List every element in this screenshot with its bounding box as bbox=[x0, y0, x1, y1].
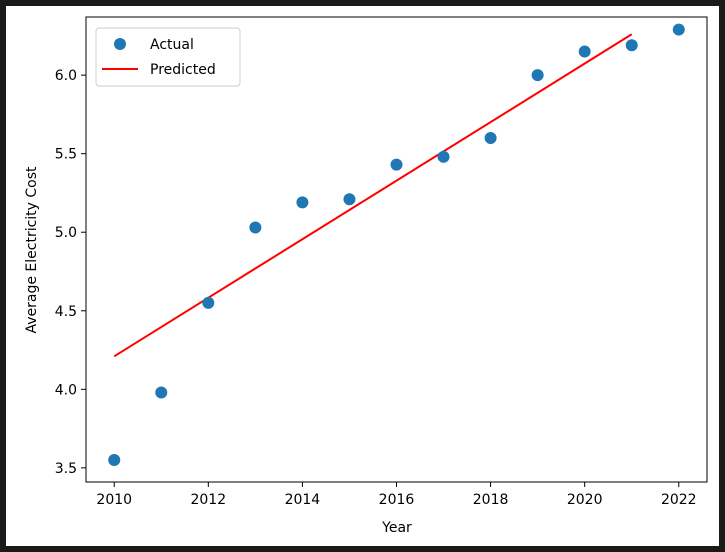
x-tick-label: 2022 bbox=[661, 492, 697, 508]
actual-data-point bbox=[155, 386, 168, 399]
y-tick-label: 4.0 bbox=[55, 382, 77, 398]
legend-label-predicted: Predicted bbox=[150, 62, 216, 78]
actual-data-point bbox=[437, 150, 450, 163]
plot-area bbox=[85, 16, 708, 483]
x-axis-ticks: 2010 2012 2014 2016 2018 2020 2022 bbox=[96, 482, 697, 508]
legend: Actual Predicted bbox=[95, 27, 241, 87]
legend-box bbox=[95, 27, 241, 87]
actual-data-point bbox=[249, 221, 262, 234]
y-axis-ticks: 3.5 4.0 4.5 5.0 5.5 6.0 bbox=[55, 68, 86, 477]
x-tick-label: 2010 bbox=[96, 492, 132, 508]
x-tick-label: 2012 bbox=[190, 492, 226, 508]
x-tick-label: 2014 bbox=[285, 492, 321, 508]
predicted-line bbox=[113, 33, 633, 358]
y-tick-label: 3.5 bbox=[55, 461, 77, 477]
actual-data-point bbox=[578, 45, 591, 58]
legend-marker-actual bbox=[114, 38, 126, 50]
y-tick-label: 5.0 bbox=[55, 225, 77, 241]
legend-label-actual: Actual bbox=[150, 37, 194, 53]
x-tick-label: 2018 bbox=[473, 492, 509, 508]
actual-data-point bbox=[625, 39, 638, 52]
x-tick-label: 2016 bbox=[379, 492, 415, 508]
x-axis-label: Year bbox=[381, 520, 412, 536]
y-tick-label: 6.0 bbox=[55, 68, 77, 84]
y-axis-label: Average Electricity Cost bbox=[24, 166, 40, 334]
actual-data-point bbox=[672, 23, 685, 36]
y-tick-label: 4.5 bbox=[55, 304, 77, 320]
x-tick-label: 2020 bbox=[567, 492, 603, 508]
actual-data-point bbox=[296, 196, 309, 209]
actual-data-point bbox=[531, 69, 544, 82]
scatter-series bbox=[108, 23, 685, 467]
actual-data-point bbox=[343, 193, 356, 206]
y-tick-label: 5.5 bbox=[55, 147, 77, 163]
actual-data-point bbox=[390, 158, 403, 171]
actual-data-point bbox=[108, 454, 121, 467]
actual-data-point bbox=[202, 296, 215, 309]
chart-figure: 2010 2012 2014 2016 2018 2020 2022 3.5 4.0 4.5 5.… bbox=[6, 6, 719, 546]
line-series bbox=[113, 33, 633, 358]
actual-data-point bbox=[484, 131, 497, 144]
